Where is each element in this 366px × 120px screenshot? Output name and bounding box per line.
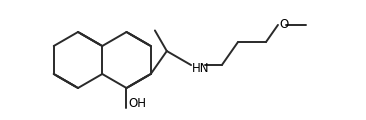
Text: O: O	[279, 18, 288, 31]
Text: OH: OH	[128, 97, 146, 110]
Text: HN: HN	[192, 62, 210, 75]
